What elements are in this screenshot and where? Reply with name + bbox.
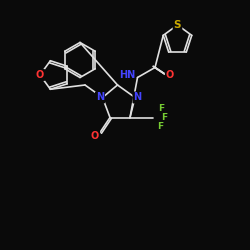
Text: N: N [96, 92, 104, 102]
Text: O: O [166, 70, 174, 80]
Text: O: O [91, 131, 99, 141]
Text: N: N [134, 92, 141, 102]
Text: HN: HN [119, 70, 135, 80]
Text: F: F [161, 113, 167, 122]
Text: S: S [174, 20, 181, 30]
Text: F: F [157, 122, 163, 131]
Text: O: O [36, 70, 44, 80]
Text: F: F [158, 104, 164, 113]
